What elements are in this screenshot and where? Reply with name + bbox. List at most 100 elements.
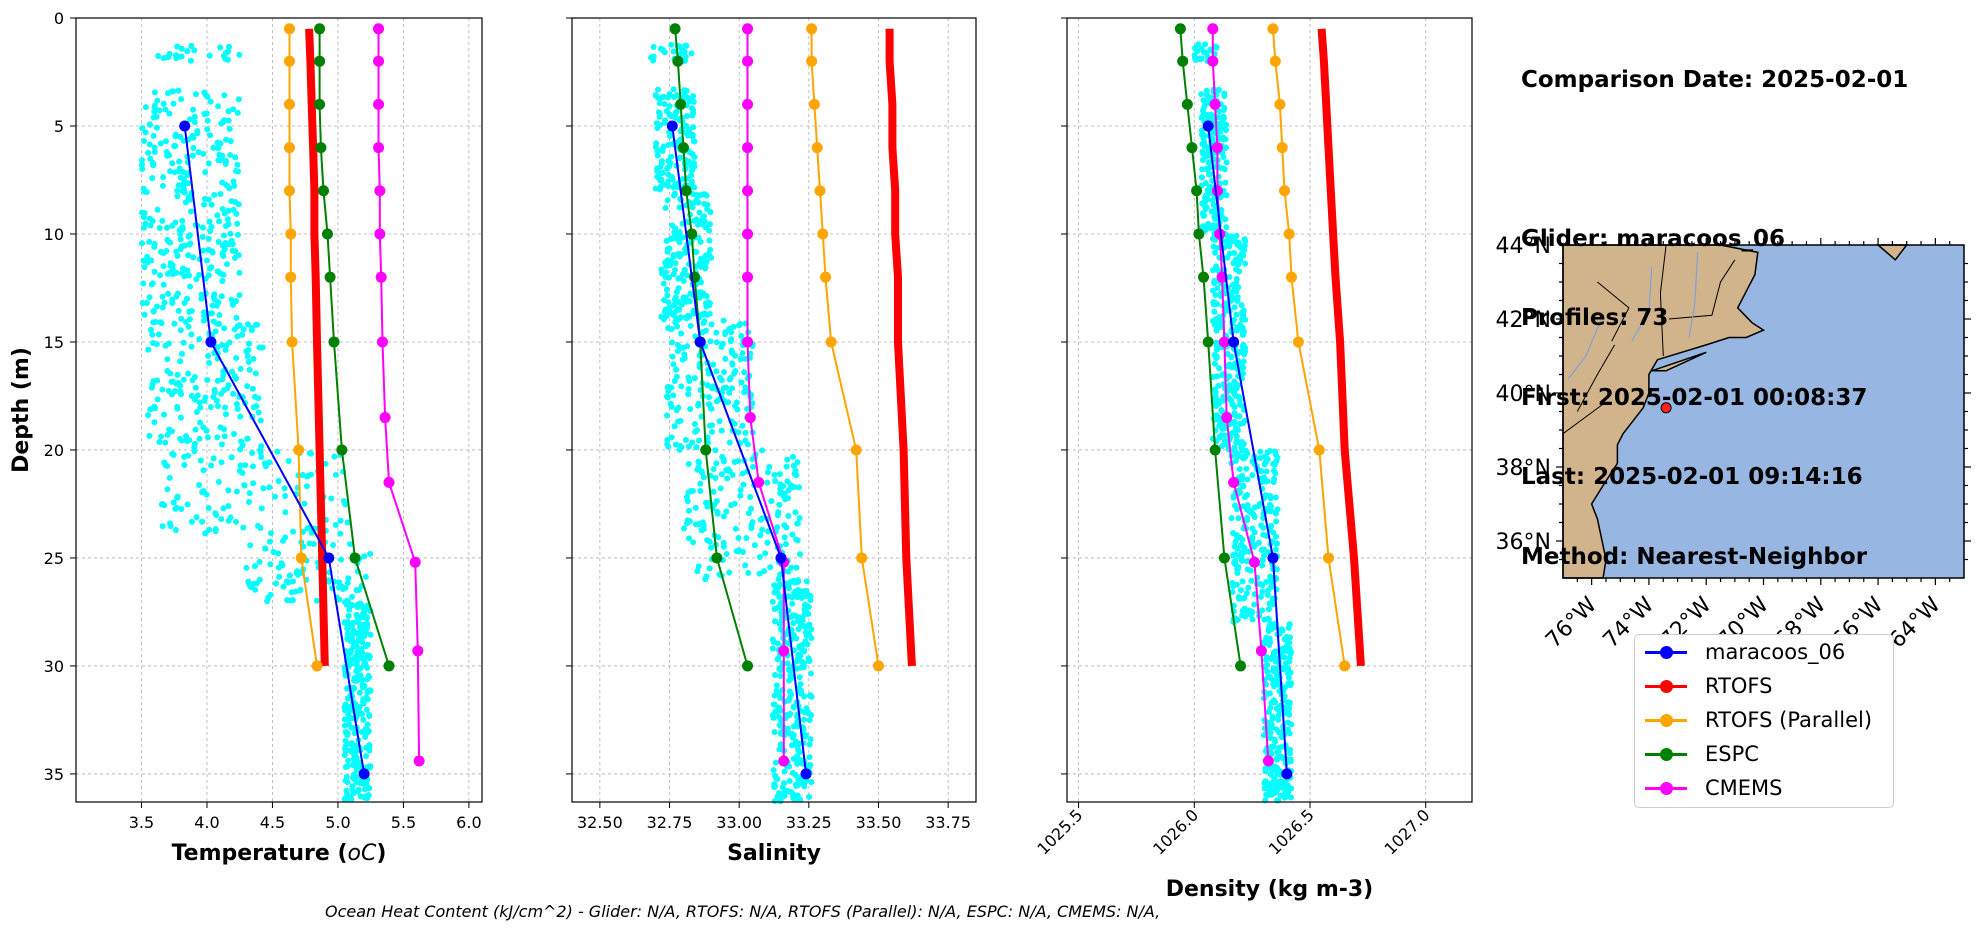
scatter-point [364, 614, 371, 621]
scatter-point [675, 237, 682, 244]
series-marker [1218, 552, 1230, 564]
scatter-point [778, 626, 785, 633]
scatter-point [178, 243, 185, 250]
scatter-point [230, 430, 237, 437]
scatter-point [1281, 779, 1288, 786]
scatter-point [791, 590, 798, 597]
scatter-point [1273, 540, 1280, 547]
scatter-point [1202, 41, 1209, 48]
scatter-point [151, 149, 158, 156]
scatter-point [720, 543, 727, 550]
series-marker [1267, 23, 1279, 35]
scatter-point [353, 611, 360, 618]
scatter-point [718, 427, 725, 434]
comparison-date: Comparison Date: 2025-02-01 [1521, 67, 1909, 93]
series-marker [666, 120, 678, 132]
scatter-point [709, 428, 716, 435]
scatter-point [153, 113, 160, 120]
scatter-point [145, 412, 152, 419]
scatter-point [1275, 716, 1282, 723]
scatter-point [162, 138, 169, 145]
series-marker [1209, 444, 1221, 456]
scatter-point [683, 122, 690, 129]
scatter-point [211, 291, 218, 298]
scatter-point [1239, 503, 1246, 510]
series-cmems [1207, 23, 1274, 767]
scatter-point [772, 759, 779, 766]
scatter-point [158, 320, 165, 327]
scatter-point [228, 296, 235, 303]
scatter-point [774, 656, 781, 663]
scatter-point [218, 441, 225, 448]
scatter-point [139, 157, 146, 164]
scatter-point [190, 134, 197, 141]
scatter-point [805, 710, 812, 717]
scatter-point [1222, 179, 1229, 186]
scatter-point [357, 665, 364, 672]
series-marker [1218, 336, 1230, 348]
series-marker [293, 444, 305, 456]
scatter-point [151, 144, 158, 151]
scatter-point [313, 597, 320, 604]
scatter-point [742, 355, 749, 362]
series-marker [1186, 142, 1198, 154]
series-espc [669, 23, 754, 672]
series-marker [286, 336, 298, 348]
scatter-point [232, 154, 239, 161]
scatter-point [695, 192, 702, 199]
scatter-point [766, 463, 773, 470]
scatter-point [1261, 616, 1268, 623]
scatter-point [240, 326, 247, 333]
series-espc [1174, 23, 1247, 672]
scatter-point [139, 165, 146, 172]
scatter-point [683, 113, 690, 120]
series-rtofs-parallel- [283, 23, 323, 672]
scatter-point [690, 159, 697, 166]
scatter-point [221, 92, 228, 99]
series-marker [856, 552, 868, 564]
scatter-point [664, 437, 671, 444]
scatter-point [657, 94, 664, 101]
scatter-point [742, 562, 749, 569]
scatter-point [672, 441, 679, 448]
scatter-point [1243, 590, 1250, 597]
scatter-point [723, 508, 730, 515]
scatter-point [230, 390, 237, 397]
series-line [305, 28, 329, 666]
scatter-point [250, 463, 257, 470]
scatter-point [188, 331, 195, 338]
scatter-point [706, 565, 713, 572]
scatter-point [788, 564, 795, 571]
scatter-point [1257, 593, 1264, 600]
scatter-point [237, 462, 244, 469]
scatter-point [669, 339, 676, 346]
scatter-point [696, 459, 703, 466]
scatter-point [226, 125, 233, 132]
scatter-point [740, 481, 747, 488]
scatter-point [235, 96, 242, 103]
scatter-point [652, 185, 659, 192]
series-marker [315, 142, 327, 154]
scatter-point [708, 321, 715, 328]
scatter-point [671, 192, 678, 199]
scatter-point [739, 470, 746, 477]
scatter-point [672, 114, 679, 121]
scatter-point [764, 469, 771, 476]
scatter-point [790, 755, 797, 762]
scatter-point [285, 457, 292, 464]
scatter-point [160, 281, 167, 288]
scatter-point [771, 783, 778, 790]
scatter-point [1209, 287, 1216, 294]
scatter-point [795, 626, 802, 633]
scatter-point [347, 740, 354, 747]
scatter-point [700, 522, 707, 529]
scatter-point [177, 358, 184, 365]
scatter-point [348, 724, 355, 731]
scatter-point [671, 93, 678, 100]
scatter-point [1270, 460, 1277, 467]
scatter-point [1286, 621, 1293, 628]
scatter-point [214, 402, 221, 409]
scatter-point [807, 736, 814, 743]
scatter-point [784, 725, 791, 732]
series-marker [373, 142, 385, 154]
